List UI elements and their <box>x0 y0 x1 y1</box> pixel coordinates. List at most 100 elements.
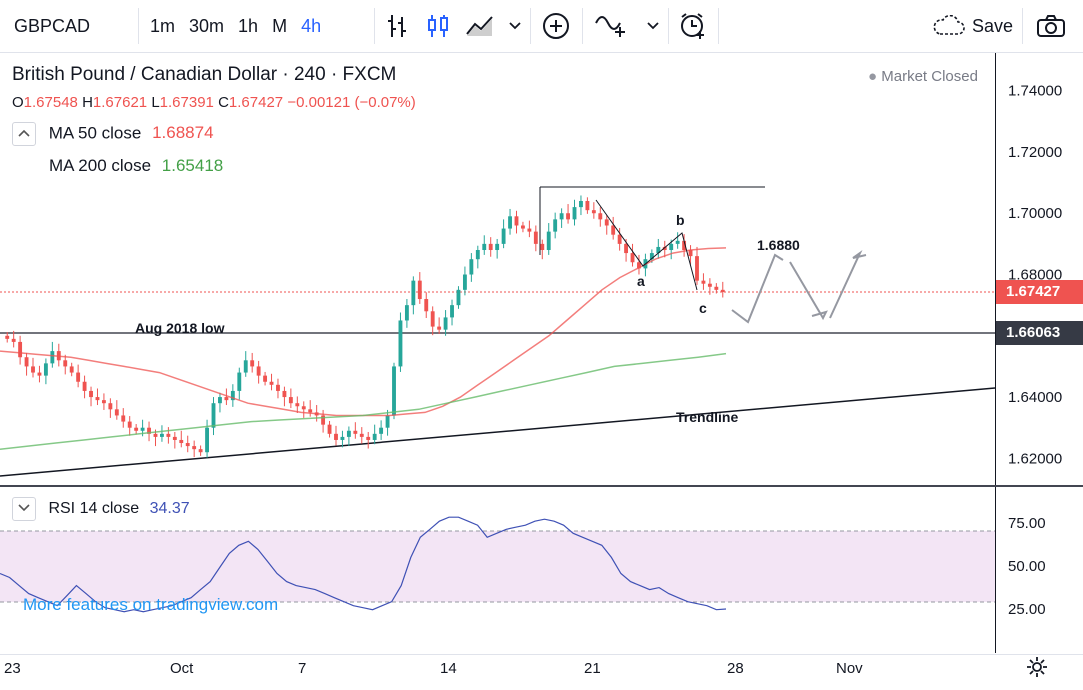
x-tick-21: 21 <box>584 660 601 677</box>
x-tick-14: 14 <box>440 660 457 677</box>
rsi-value: 34.37 <box>149 500 190 518</box>
toolbar-divider <box>374 8 375 44</box>
camera-icon[interactable] <box>1036 0 1066 52</box>
ma50-legend: MA 50 close 1.68874 <box>12 122 214 146</box>
price-tick-label: 1.72000 <box>1008 144 1062 161</box>
candle-body <box>50 351 55 364</box>
candle-body <box>662 246 667 251</box>
candle-body <box>308 409 313 413</box>
candle-body <box>572 207 577 220</box>
candle-body <box>127 421 132 428</box>
candle-body <box>617 234 622 244</box>
candle-body <box>269 381 274 385</box>
candle-body <box>533 231 538 244</box>
symbol-search-button[interactable]: GBPCAD <box>14 0 90 52</box>
timeframe-1m[interactable]: 1m <box>150 15 176 36</box>
candle-body <box>514 216 519 226</box>
timeframe-m[interactable]: M <box>272 15 288 36</box>
candle-body <box>224 397 229 401</box>
candle-body <box>89 390 93 398</box>
ma50-line <box>0 247 727 417</box>
candle-body <box>456 289 461 306</box>
candle-body <box>559 213 564 220</box>
candle-body <box>501 228 506 244</box>
timeframe-4h[interactable]: 4h <box>301 15 322 36</box>
candle-body <box>250 360 255 367</box>
candle-body <box>82 381 87 391</box>
candle-body <box>392 366 396 416</box>
candle-body <box>624 243 629 254</box>
candle-body <box>69 366 74 373</box>
price-tick-label: 1.64000 <box>1008 389 1062 406</box>
candle-body <box>424 299 429 312</box>
candle-body <box>218 397 222 404</box>
candle-body <box>585 200 590 211</box>
candles <box>5 195 725 458</box>
wave-c-label: c <box>699 300 707 316</box>
price-tick-label: 1.68000 <box>1008 267 1062 284</box>
timeframe-30m[interactable]: 30m <box>189 15 225 36</box>
candle-body <box>540 243 545 251</box>
candle-body <box>462 274 467 290</box>
close-value: 1.67427 <box>228 94 284 111</box>
x-tick-23: 23 <box>4 660 21 677</box>
pane-divider[interactable] <box>0 485 1083 487</box>
candle-body <box>469 259 474 275</box>
rsi-legend: RSI 14 close 34.37 <box>12 497 190 521</box>
candle-body <box>508 216 512 229</box>
target-label: 1.6880 <box>757 237 800 253</box>
candle-body <box>179 439 184 444</box>
toolbar-divider <box>1022 8 1023 44</box>
candle-body <box>591 210 596 214</box>
candle-body <box>301 406 306 410</box>
bar-chart-icon[interactable] <box>386 0 410 52</box>
chevron-up-icon <box>18 129 30 137</box>
plus-circle-icon[interactable] <box>542 0 570 52</box>
chevron-down-icon[interactable] <box>508 0 522 52</box>
candle-body <box>695 256 699 281</box>
candle-body <box>282 390 287 398</box>
trendline-label: Trendline <box>676 409 739 425</box>
toolbar-divider <box>530 8 531 44</box>
candle-body <box>521 225 525 229</box>
candle-body <box>205 427 209 453</box>
collapse-rsi-button[interactable] <box>12 497 36 521</box>
chart-title: British Pound / Canadian Dollar · 240 · … <box>12 64 397 85</box>
rsi-band <box>0 531 995 602</box>
wave-b-label: b <box>676 212 685 228</box>
candle-body <box>327 424 332 434</box>
save-button[interactable]: Save <box>932 0 1013 52</box>
candle-body <box>108 403 113 410</box>
collapse-legend-button[interactable] <box>12 122 36 146</box>
candle-body <box>579 200 583 208</box>
alarm-icon[interactable] <box>678 0 708 52</box>
candle-body <box>611 225 616 235</box>
candle-body <box>417 280 422 300</box>
candle-body <box>134 427 139 431</box>
candle-body <box>649 253 654 260</box>
market-status-label: Market Closed <box>881 68 978 85</box>
ohlc-legend: O1.67548 H1.67621 L1.67391 C1.67427 −0.0… <box>12 94 416 111</box>
toolbar-divider <box>668 8 669 44</box>
chevron-down-icon[interactable] <box>646 0 660 52</box>
timeframe-1h[interactable]: 1h <box>238 15 259 36</box>
indicator-icon[interactable] <box>594 0 628 52</box>
candle-body <box>598 213 603 220</box>
candle-body <box>321 415 326 425</box>
candle-body <box>637 262 641 269</box>
candle-body <box>720 289 725 292</box>
candle-body <box>24 357 29 367</box>
price-tick-label: 1.70000 <box>1008 205 1062 222</box>
area-chart-icon[interactable] <box>466 0 494 52</box>
x-tick-28: 28 <box>727 660 744 677</box>
candle-body <box>140 427 145 431</box>
candle-body <box>411 280 416 306</box>
high-value: 1.67621 <box>92 94 148 111</box>
projection-arrow-up <box>731 253 784 324</box>
candle-body <box>604 219 609 226</box>
y-axis-ticks: 1.740001.720001.700001.680001.660001.640… <box>1008 83 1062 468</box>
candles-icon[interactable] <box>426 0 450 52</box>
x-tick-nov: Nov <box>836 660 863 677</box>
settings-gear-icon[interactable] <box>1026 656 1048 683</box>
candle-body <box>707 283 712 287</box>
